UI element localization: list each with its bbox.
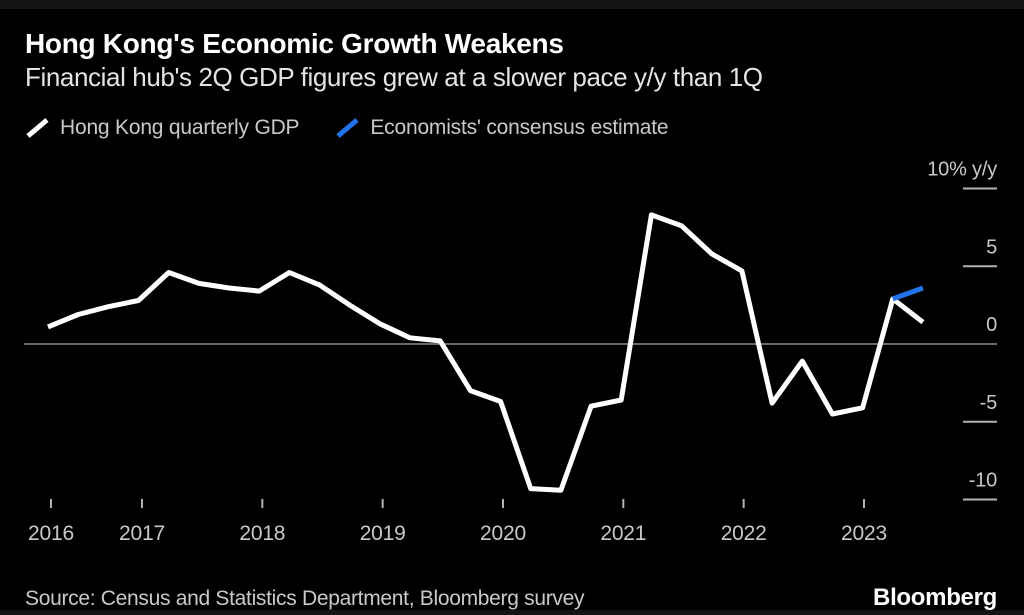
source-note: Source: Census and Statistics Department…	[25, 587, 585, 610]
x-tick-label-2020: 2020	[480, 522, 526, 545]
y-tick-label-0: 0	[986, 314, 997, 336]
x-tick-label-2019: 2019	[360, 522, 406, 545]
y-tick-label-5: 5	[986, 236, 997, 258]
legend-item-hk-gdp: Hong Kong quarterly GDP	[25, 116, 300, 140]
legend: Hong Kong quarterly GDP Economists' cons…	[25, 116, 704, 140]
top-edge-strip	[0, 0, 1024, 9]
series-consensus-estimate	[891, 285, 924, 302]
x-tick-label-2016: 2016	[28, 522, 74, 545]
x-tick-label-2021: 2021	[600, 522, 646, 545]
x-tick-label-2023: 2023	[841, 522, 887, 545]
x-tick-label-2022: 2022	[721, 522, 767, 545]
blue-line-marker-icon	[336, 118, 359, 138]
x-tick-label-2018: 2018	[239, 522, 285, 545]
series-hk-quarterly-gdp	[47, 212, 925, 493]
x-tick-label-2017: 2017	[119, 522, 165, 545]
white-line-marker-icon	[26, 118, 49, 138]
y-tick-label-10: 10% y/y	[927, 159, 997, 181]
legend-item-consensus: Economists' consensus estimate	[335, 116, 669, 140]
bottom-edge-strip	[0, 610, 1024, 615]
legend-label: Economists' consensus estimate	[370, 116, 669, 139]
chart-subtitle: Financial hub's 2Q GDP figures grew at a…	[25, 62, 763, 92]
bloomberg-logo: Bloomberg	[873, 584, 997, 611]
y-tick-label--5: -5	[980, 392, 997, 414]
page-title: Hong Kong's Economic Growth Weakens	[25, 28, 564, 59]
legend-label: Hong Kong quarterly GDP	[60, 116, 300, 139]
y-tick-label--10: -10	[969, 470, 997, 492]
